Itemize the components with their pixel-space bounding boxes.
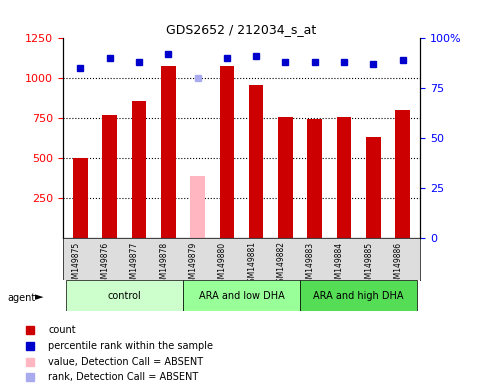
Bar: [183, 280, 300, 311]
Bar: [190, 176, 205, 238]
Text: GSM149882: GSM149882: [276, 242, 285, 288]
Text: ARA and low DHA: ARA and low DHA: [199, 291, 284, 301]
Bar: [132, 101, 146, 238]
Bar: [366, 137, 381, 238]
Text: ARA and high DHA: ARA and high DHA: [313, 291, 404, 301]
Text: GSM149877: GSM149877: [130, 242, 139, 288]
Text: GSM149881: GSM149881: [247, 242, 256, 288]
Text: GSM149886: GSM149886: [394, 242, 403, 288]
Bar: [161, 66, 176, 238]
Bar: [73, 158, 88, 238]
Text: ►: ►: [35, 293, 43, 303]
Text: rank, Detection Call = ABSENT: rank, Detection Call = ABSENT: [48, 372, 199, 382]
Bar: [220, 66, 234, 238]
Text: GSM149878: GSM149878: [159, 242, 168, 288]
Text: GSM149876: GSM149876: [100, 242, 110, 288]
Bar: [278, 117, 293, 238]
Text: GSM149879: GSM149879: [188, 242, 198, 288]
Bar: [307, 119, 322, 238]
Text: control: control: [107, 291, 141, 301]
Bar: [66, 280, 183, 311]
Text: count: count: [48, 326, 76, 336]
Text: GSM149875: GSM149875: [71, 242, 80, 288]
Bar: [102, 115, 117, 238]
Bar: [300, 280, 417, 311]
Text: agent: agent: [7, 293, 35, 303]
Text: GSM149884: GSM149884: [335, 242, 344, 288]
Bar: [337, 117, 351, 238]
Text: value, Detection Call = ABSENT: value, Detection Call = ABSENT: [48, 357, 203, 367]
Title: GDS2652 / 212034_s_at: GDS2652 / 212034_s_at: [166, 23, 317, 36]
Text: GSM149880: GSM149880: [218, 242, 227, 288]
Bar: [395, 110, 410, 238]
Text: GSM149883: GSM149883: [306, 242, 315, 288]
Text: percentile rank within the sample: percentile rank within the sample: [48, 341, 213, 351]
Text: GSM149885: GSM149885: [364, 242, 373, 288]
Bar: [249, 85, 263, 238]
